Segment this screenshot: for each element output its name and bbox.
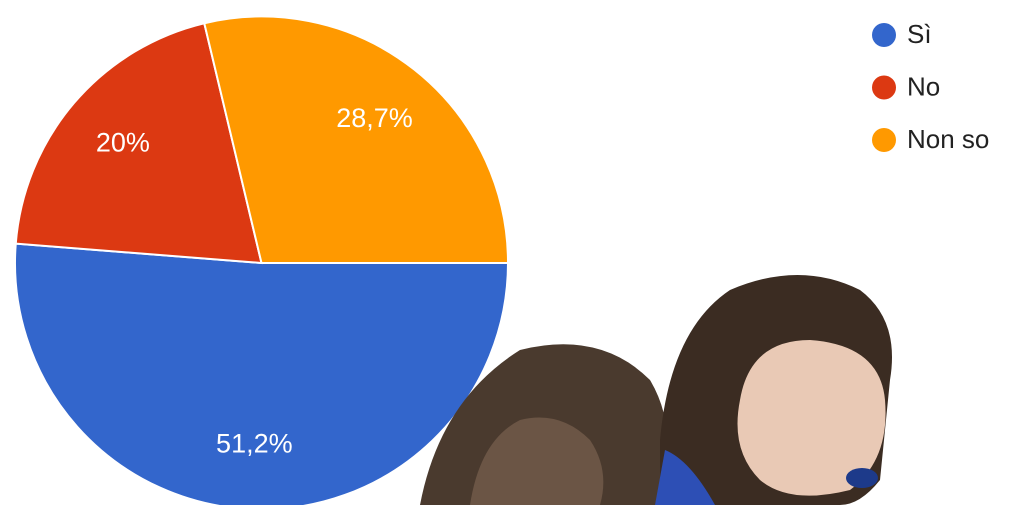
slice-label: 28,7% [336,103,413,133]
legend-marker [872,128,896,152]
legend: Sì No Non so [872,19,989,154]
legend-marker [872,23,896,47]
pie [14,15,510,505]
pie-slice [14,22,263,265]
legend-label: Sì [907,19,932,49]
legend-label: Non so [907,124,989,154]
pie-slice [203,15,510,264]
legend-marker [872,75,896,100]
photo-overlay [420,275,892,505]
legend-label: No [907,71,940,101]
slice-label: 51,2% [216,428,293,458]
slice-labels: 51,2% 20% 28,7% [96,103,413,458]
slice-label: 20% [96,128,150,158]
pie-slice [14,242,510,505]
